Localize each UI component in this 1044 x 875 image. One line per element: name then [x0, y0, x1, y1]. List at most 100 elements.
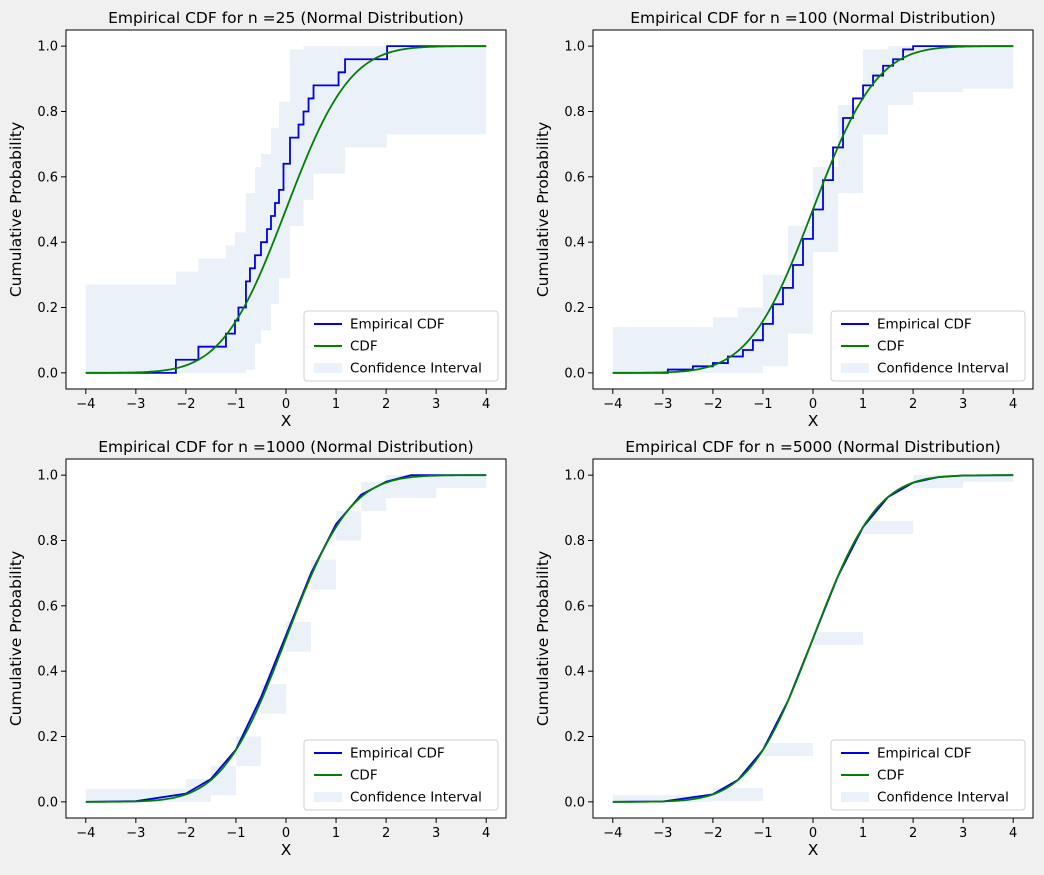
- y-tick-label: 1.0: [37, 469, 58, 484]
- legend-label-cdf: CDF: [350, 339, 378, 355]
- legend-swatch-confidence-interval: [314, 363, 342, 373]
- y-axis-label: Cumulative Probability: [534, 551, 552, 726]
- legend: Empirical CDF CDF Confidence Interval: [830, 310, 1026, 382]
- x-axis-label: X: [281, 412, 292, 430]
- y-tick-label: 0.2: [564, 301, 585, 316]
- x-tick-label: 0: [809, 826, 817, 841]
- chart-panel-3: −4 −3 −2 −1 0 1 2 3 4 0.0 0.2 0.4 0.6 0.8 1.0 Empirical…: [7, 438, 507, 859]
- x-tick-label: −1: [753, 826, 772, 841]
- x-tick-label: −2: [176, 397, 195, 412]
- chart-title: Empirical CDF for n =25 (Normal Distribu…: [108, 9, 464, 27]
- legend-label-cdf: CDF: [877, 768, 905, 784]
- legend-label-confidence-interval: Confidence Interval: [877, 361, 1009, 377]
- legend-label-confidence-interval: Confidence Interval: [350, 361, 482, 377]
- y-tick-label: 0.2: [37, 730, 58, 745]
- y-axis-label: Cumulative Probability: [534, 122, 552, 297]
- x-tick-label: −3: [653, 397, 672, 412]
- x-tick-label: −2: [176, 826, 195, 841]
- x-tick-label: −3: [653, 826, 672, 841]
- x-tick-label: 1: [332, 826, 340, 841]
- x-tick-label: −4: [603, 397, 622, 412]
- y-tick-label: 1.0: [564, 40, 585, 55]
- x-tick-label: 1: [859, 826, 867, 841]
- x-tick-label: −4: [76, 397, 95, 412]
- theoretical-cdf-line: [85, 474, 487, 803]
- legend-label-confidence-interval: Confidence Interval: [350, 790, 482, 806]
- y-tick-label: 0.0: [37, 795, 58, 810]
- y-tick-label: 0.6: [37, 170, 58, 185]
- x-tick-label: −4: [76, 826, 95, 841]
- y-tick-label: 0.6: [564, 170, 585, 185]
- legend-label-empirical-cdf: Empirical CDF: [877, 746, 972, 762]
- y-tick-label: 0.8: [37, 105, 58, 120]
- y-tick-label: 0.6: [564, 599, 585, 614]
- y-tick-label: 0.4: [564, 665, 585, 680]
- x-tick-label: 2: [382, 397, 390, 412]
- x-tick-label: 0: [809, 397, 817, 412]
- legend-label-confidence-interval: Confidence Interval: [877, 790, 1009, 806]
- empirical-cdf-line: [612, 45, 1014, 374]
- y-axis-label: Cumulative Probability: [7, 551, 25, 726]
- legend: Empirical CDF CDF Confidence Interval: [303, 739, 499, 811]
- x-tick-label: 1: [859, 397, 867, 412]
- legend-box: [830, 310, 1026, 382]
- x-tick-label: −2: [703, 397, 722, 412]
- x-tick-label: 4: [1009, 826, 1017, 841]
- x-tick-label: 4: [1009, 397, 1017, 412]
- chart-title: Empirical CDF for n =1000 (Normal Distri…: [98, 438, 473, 456]
- legend-label-empirical-cdf: Empirical CDF: [350, 317, 445, 333]
- y-tick-label: 0.6: [37, 599, 58, 614]
- x-tick-label: −3: [126, 397, 145, 412]
- legend-label-cdf: CDF: [350, 768, 378, 784]
- y-tick-label: 0.0: [37, 366, 58, 381]
- x-tick-label: −1: [226, 826, 245, 841]
- legend-swatch-confidence-interval: [314, 792, 342, 802]
- y-tick-label: 0.4: [37, 236, 58, 251]
- chart-title: Empirical CDF for n =100 (Normal Distrib…: [630, 9, 996, 27]
- x-axis-label: X: [808, 412, 819, 430]
- theoretical-cdf-line: [612, 45, 1014, 374]
- legend-swatch-confidence-interval: [841, 792, 869, 802]
- y-tick-label: 0.0: [564, 795, 585, 810]
- x-tick-label: 3: [432, 397, 440, 412]
- x-tick-label: 3: [959, 826, 967, 841]
- x-tick-label: −4: [603, 826, 622, 841]
- legend-box: [303, 739, 499, 811]
- y-tick-label: 0.4: [564, 236, 585, 251]
- x-tick-label: 2: [909, 826, 917, 841]
- x-tick-label: −3: [126, 826, 145, 841]
- x-tick-label: 0: [282, 826, 290, 841]
- chart-panel-2: −4 −3 −2 −1 0 1 2 3 4 0.0 0.2 0.4 0.6 0.8 1.0 Empirical…: [534, 9, 1034, 430]
- x-tick-label: 3: [432, 826, 440, 841]
- y-tick-label: 1.0: [37, 40, 58, 55]
- legend-swatch-confidence-interval: [841, 363, 869, 373]
- y-tick-label: 0.2: [37, 301, 58, 316]
- theoretical-cdf-line: [85, 45, 487, 374]
- y-tick-label: 1.0: [564, 469, 585, 484]
- legend-box: [830, 739, 1026, 811]
- legend: Empirical CDF CDF Confidence Interval: [830, 739, 1026, 811]
- x-tick-label: 4: [482, 826, 490, 841]
- legend-label-empirical-cdf: Empirical CDF: [877, 317, 972, 333]
- x-axis-label: X: [808, 841, 819, 859]
- y-tick-label: 0.8: [37, 534, 58, 549]
- x-tick-label: 3: [959, 397, 967, 412]
- x-tick-label: −1: [753, 397, 772, 412]
- legend-label-cdf: CDF: [877, 339, 905, 355]
- x-tick-label: −1: [226, 397, 245, 412]
- x-tick-label: 2: [909, 397, 917, 412]
- x-tick-label: 0: [282, 397, 290, 412]
- x-axis-label: X: [281, 841, 292, 859]
- legend-label-empirical-cdf: Empirical CDF: [350, 746, 445, 762]
- y-tick-label: 0.8: [564, 105, 585, 120]
- theoretical-cdf-line: [612, 474, 1014, 803]
- chart-panel-1: −4 −3 −2 −1 0 1 2 3 4 0.0 0.2 0.4 0.6 0.8 1.0 Empirical…: [7, 9, 507, 430]
- legend-box: [303, 310, 499, 382]
- y-tick-label: 0.8: [564, 534, 585, 549]
- y-tick-label: 0.4: [37, 665, 58, 680]
- y-tick-label: 0.2: [564, 730, 585, 745]
- chart-title: Empirical CDF for n =5000 (Normal Distri…: [625, 438, 1000, 456]
- legend: Empirical CDF CDF Confidence Interval: [303, 310, 499, 382]
- y-tick-label: 0.0: [564, 366, 585, 381]
